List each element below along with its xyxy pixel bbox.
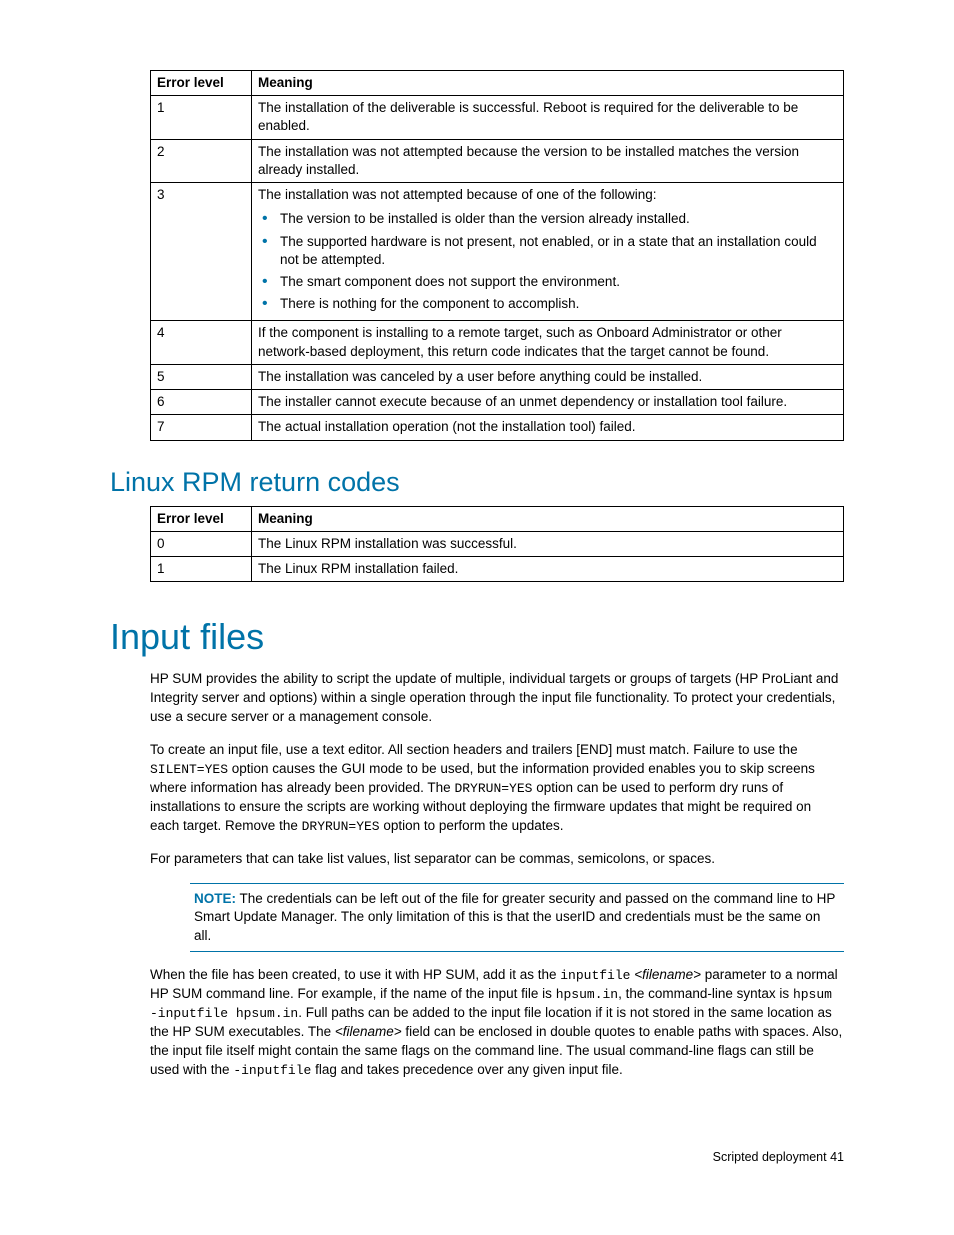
code-text: -inputfile bbox=[233, 1063, 311, 1078]
meaning-bullets: The version to be installed is older tha… bbox=[258, 210, 837, 313]
cell-meaning: If the component is installing to a remo… bbox=[252, 321, 844, 364]
text: , the command-line syntax is bbox=[618, 986, 793, 1001]
table-row: 1 The installation of the deliverable is… bbox=[151, 96, 844, 139]
cell-level: 5 bbox=[151, 364, 252, 389]
page-content: Error level Meaning 1 The installation o… bbox=[0, 0, 954, 1224]
cell-level: 1 bbox=[151, 96, 252, 139]
code-text: hpsum.in bbox=[556, 987, 618, 1002]
table-row: 1 The Linux RPM installation failed. bbox=[151, 556, 844, 581]
cell-meaning: The installation was not attempted becau… bbox=[252, 139, 844, 182]
table-row: 5 The installation was canceled by a use… bbox=[151, 364, 844, 389]
table-row: 3 The installation was not attempted bec… bbox=[151, 183, 844, 321]
text: option to perform the updates. bbox=[380, 818, 564, 833]
cell-level: 3 bbox=[151, 183, 252, 321]
th-error-level: Error level bbox=[151, 71, 252, 96]
paragraph: To create an input file, use a text edit… bbox=[150, 741, 844, 836]
page-footer: Scripted deployment 41 bbox=[110, 1150, 844, 1164]
code-text: DRYRUN=YES bbox=[454, 781, 532, 796]
table-header-row: Error level Meaning bbox=[151, 71, 844, 96]
cell-meaning: The installer cannot execute because of … bbox=[252, 390, 844, 415]
italic-text: <filename> bbox=[634, 967, 701, 982]
cell-meaning: The Linux RPM installation was successfu… bbox=[252, 531, 844, 556]
th-meaning: Meaning bbox=[252, 506, 844, 531]
cell-meaning: The actual installation operation (not t… bbox=[252, 415, 844, 440]
heading-input-files: Input files bbox=[110, 616, 844, 658]
cell-level: 0 bbox=[151, 531, 252, 556]
cell-meaning: The installation was canceled by a user … bbox=[252, 364, 844, 389]
code-text: inputfile bbox=[560, 968, 630, 983]
code-text: DRYRUN=YES bbox=[302, 819, 380, 834]
bullet-item: There is nothing for the component to ac… bbox=[258, 295, 837, 313]
paragraph: For parameters that can take list values… bbox=[150, 850, 844, 869]
table-row: 0 The Linux RPM installation was success… bbox=[151, 531, 844, 556]
paragraph: When the file has been created, to use i… bbox=[150, 966, 844, 1081]
table-row: 7 The actual installation operation (not… bbox=[151, 415, 844, 440]
code-text: SILENT=YES bbox=[150, 762, 228, 777]
note-text: The credentials can be left out of the f… bbox=[194, 891, 835, 942]
heading-linux-rpm: Linux RPM return codes bbox=[110, 467, 844, 498]
cell-meaning: The installation of the deliverable is s… bbox=[252, 96, 844, 139]
meaning-lead: The installation was not attempted becau… bbox=[258, 187, 657, 202]
text: To create an input file, use a text edit… bbox=[150, 742, 798, 757]
cell-level: 2 bbox=[151, 139, 252, 182]
cell-meaning: The Linux RPM installation failed. bbox=[252, 556, 844, 581]
table-row: 4 If the component is installing to a re… bbox=[151, 321, 844, 364]
th-error-level: Error level bbox=[151, 506, 252, 531]
table-row: 2 The installation was not attempted bec… bbox=[151, 139, 844, 182]
bullet-item: The supported hardware is not present, n… bbox=[258, 233, 837, 269]
note-box: NOTE: The credentials can be left out of… bbox=[190, 883, 844, 952]
table-header-row: Error level Meaning bbox=[151, 506, 844, 531]
bullet-item: The smart component does not support the… bbox=[258, 273, 837, 291]
text: flag and takes precedence over any given… bbox=[311, 1062, 622, 1077]
cell-meaning: The installation was not attempted becau… bbox=[252, 183, 844, 321]
cell-level: 1 bbox=[151, 556, 252, 581]
bullet-item: The version to be installed is older tha… bbox=[258, 210, 837, 228]
note-label: NOTE: bbox=[194, 891, 236, 906]
table-row: 6 The installer cannot execute because o… bbox=[151, 390, 844, 415]
error-level-table-1: Error level Meaning 1 The installation o… bbox=[150, 70, 844, 441]
th-meaning: Meaning bbox=[252, 71, 844, 96]
italic-text: <filename> bbox=[335, 1024, 402, 1039]
cell-level: 7 bbox=[151, 415, 252, 440]
paragraph: HP SUM provides the ability to script th… bbox=[150, 670, 844, 727]
cell-level: 4 bbox=[151, 321, 252, 364]
cell-level: 6 bbox=[151, 390, 252, 415]
error-level-table-2: Error level Meaning 0 The Linux RPM inst… bbox=[150, 506, 844, 583]
text: When the file has been created, to use i… bbox=[150, 967, 560, 982]
